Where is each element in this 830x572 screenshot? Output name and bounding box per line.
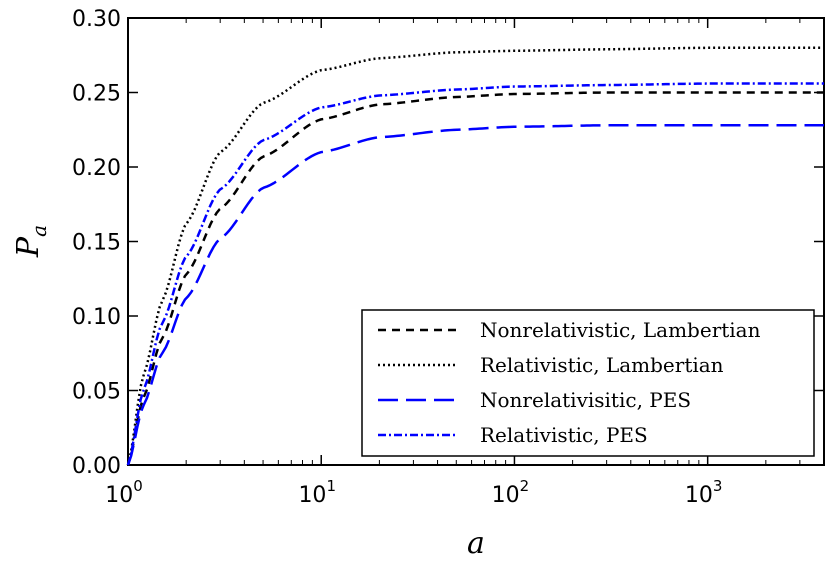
y-tick-label: 0.05 xyxy=(72,380,121,405)
y-tick-label: 0.20 xyxy=(72,156,121,181)
y-axis-label-base: P xyxy=(11,236,46,258)
series-line-3 xyxy=(126,124,824,466)
x-tick-label: 101 xyxy=(298,477,336,508)
series-line-2 xyxy=(126,46,824,466)
plot-area xyxy=(126,17,825,466)
series-line-4 xyxy=(126,82,824,466)
x-tick-label: 103 xyxy=(685,477,723,508)
legend-box xyxy=(361,309,815,457)
x-tick-label: 102 xyxy=(492,477,530,508)
y-axis-label-sub: a xyxy=(27,225,51,237)
y-tick-label: 0.30 xyxy=(72,7,121,32)
series-line-1 xyxy=(126,91,824,466)
x-tick-label: 100 xyxy=(105,477,143,508)
svg-text:Pa: Pa xyxy=(11,225,51,258)
x-axis-label: a xyxy=(467,526,485,561)
legend: Nonrelativistic, Lambertian Relativistic,… xyxy=(361,309,815,457)
tick-labels: 0.00 0.05 0.10 0.15 0.20 0.25 0.30 100 101 102 103 xyxy=(72,7,722,508)
y-tick-label: 0.00 xyxy=(72,454,121,479)
legend-label-3: Nonrelativisitic, PES xyxy=(480,388,691,412)
legend-label-2: Relativistic, Lambertian xyxy=(480,353,724,377)
legend-label-1: Nonrelativistic, Lambertian xyxy=(480,318,761,342)
y-tick-label: 0.10 xyxy=(72,305,121,330)
y-axis-label: Pa xyxy=(11,225,51,258)
y-tick-label: 0.25 xyxy=(72,82,121,107)
series-lines xyxy=(126,46,824,466)
legend-label-4: Relativistic, PES xyxy=(480,423,648,447)
y-tick-label: 0.15 xyxy=(72,231,121,256)
